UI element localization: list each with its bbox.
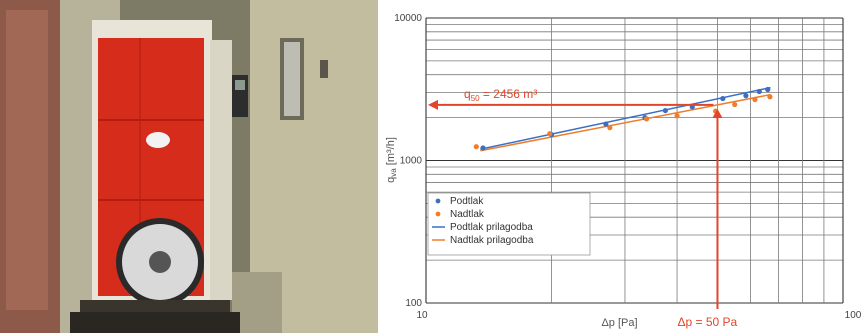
data-point xyxy=(720,95,726,102)
q50-arrowhead xyxy=(428,99,438,110)
legend-marker xyxy=(435,198,441,204)
data-point xyxy=(662,107,668,114)
data-point xyxy=(765,86,771,93)
data-point xyxy=(674,113,680,119)
dp50-arrowhead xyxy=(712,108,723,118)
legend-label: Podtlak prilagodba xyxy=(450,222,533,233)
fit-line xyxy=(480,93,771,152)
data-point xyxy=(480,145,486,151)
legend-marker xyxy=(435,211,441,217)
data-point xyxy=(743,93,749,99)
blower-door-photo xyxy=(0,0,378,333)
legend-label: Nadtlak xyxy=(450,209,485,220)
data-point xyxy=(752,96,758,103)
data-point xyxy=(547,131,553,137)
axis-labels: Δp [Pa] qva [m³/h] xyxy=(385,137,638,329)
data-point xyxy=(607,125,613,131)
legend-box xyxy=(427,192,591,256)
x-axis-label: Δp [Pa] xyxy=(601,317,637,329)
y-tick-label: 100 xyxy=(405,298,422,309)
x-tick-label: 10 xyxy=(416,310,428,321)
legend-label: Podtlak xyxy=(450,196,484,207)
chart-grid xyxy=(425,17,844,304)
y-tick-label: 1000 xyxy=(400,156,423,167)
q50-label: q50 = 2456 m³ xyxy=(464,87,537,103)
data-point xyxy=(643,116,650,122)
x-tick-label: 100 xyxy=(845,310,862,321)
dp50-label: Δp = 50 Pa xyxy=(677,315,737,329)
legend-label: Nadtlak prilagodba xyxy=(450,235,534,246)
data-point xyxy=(767,94,773,100)
data-point xyxy=(756,88,762,95)
data-point xyxy=(473,144,479,150)
legend: Podtlak Nadtlak Podtlak prilagodba Nadtlak … xyxy=(427,192,591,256)
y-tick-label: 10000 xyxy=(394,13,422,24)
data-point xyxy=(732,101,738,108)
data-point xyxy=(603,121,609,127)
y-axis-label: qva [m³/h] xyxy=(385,137,398,183)
annotations: q50 = 2456 m³ Δp = 50 Pa xyxy=(428,87,738,329)
